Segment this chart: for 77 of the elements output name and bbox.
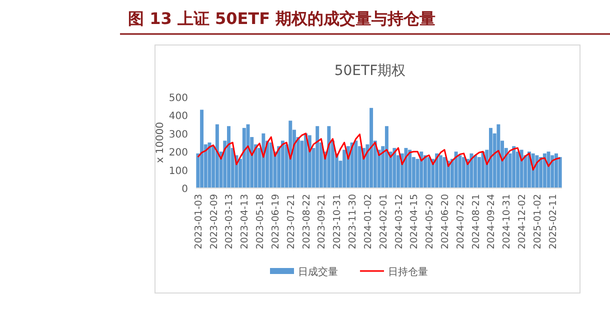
bar	[520, 150, 524, 188]
bar	[488, 128, 492, 188]
x-tick-label: 2023-06-19	[270, 194, 282, 250]
bar	[404, 148, 408, 188]
bar	[269, 142, 273, 188]
bar	[280, 140, 284, 188]
x-tick-label: 2025-01-02	[532, 194, 544, 250]
x-tick-label: 2024-09-24	[486, 194, 498, 250]
bar	[424, 155, 427, 188]
bar	[227, 126, 230, 188]
bar	[454, 152, 458, 188]
y-tick-label: 100	[168, 166, 188, 177]
x-tick-label: 2024-05-20	[424, 194, 436, 250]
x-tick-label: 2025-02-11	[548, 194, 559, 250]
bar	[288, 120, 292, 188]
bar	[427, 157, 431, 188]
bar	[262, 133, 266, 188]
x-tick-label: 2024-02-01	[378, 194, 390, 250]
y-tick-label: 500	[168, 93, 188, 104]
bar	[327, 126, 331, 188]
bar	[512, 146, 516, 188]
y-tick-label: 0	[182, 184, 188, 195]
y-tick-label: 300	[168, 129, 188, 140]
bar	[308, 135, 312, 188]
chart-subtitle: 50ETF期权	[334, 63, 406, 79]
bar	[354, 140, 358, 188]
bar	[242, 128, 246, 188]
x-tick-label: 2024-08-21	[470, 194, 482, 250]
y-axis-title: x 10000	[155, 122, 166, 163]
x-tick-label: 2023-09-21	[316, 194, 328, 250]
x-tick-label: 2024-10-31	[502, 194, 513, 250]
y-tick-label: 200	[168, 148, 188, 159]
x-tick-label: 2023-04-13	[240, 194, 251, 250]
bar	[535, 155, 539, 188]
x-tick-label: 2023-03-13	[224, 194, 236, 250]
bar	[539, 157, 543, 188]
x-tick-label: 2024-07-22	[455, 194, 466, 250]
bar	[481, 152, 485, 188]
x-tick-label: 2024-01-02	[362, 194, 374, 250]
bar	[384, 126, 388, 188]
x-tick-label: 2023-07-21	[286, 194, 297, 250]
bar	[215, 124, 219, 188]
x-tick-label: 2023-05-18	[255, 194, 266, 250]
bar	[408, 150, 412, 188]
legend-label: 日成交量	[298, 266, 338, 278]
bar	[370, 108, 374, 188]
x-tick-label: 2023-08-22	[301, 194, 312, 250]
bar	[304, 133, 308, 188]
x-tick-label: 2023-10-31	[332, 194, 344, 250]
x-tick-label: 2023-11-30	[348, 194, 359, 250]
bar	[558, 157, 562, 188]
bar	[420, 152, 424, 188]
bar	[342, 150, 346, 188]
legend-label: 日持仓量	[388, 266, 428, 278]
bar	[474, 155, 478, 188]
y-tick-label: 400	[168, 111, 188, 122]
bar	[542, 153, 546, 188]
x-tick-label: 2024-03-12	[394, 194, 405, 250]
line-series	[197, 132, 561, 171]
bar	[438, 155, 442, 188]
bar	[550, 155, 554, 188]
chart-title: 图 13 上证 50ETF 期权的成交量与持仓量	[128, 9, 436, 28]
x-tick-label: 2024-04-15	[409, 194, 420, 250]
bar	[200, 110, 204, 188]
x-tick-label: 2024-06-20	[440, 194, 451, 250]
bar	[554, 153, 558, 188]
bar	[316, 126, 320, 188]
bar	[470, 153, 474, 188]
bar	[435, 153, 439, 188]
x-tick-label: 2024-12-02	[517, 194, 528, 250]
x-tick-label: 2023-01-03	[193, 194, 204, 250]
bar	[350, 142, 354, 188]
bar	[496, 124, 500, 188]
x-tick-label: 2023-02-09	[208, 194, 220, 250]
bar	[458, 155, 462, 188]
bar	[392, 148, 396, 188]
bar	[462, 157, 466, 188]
